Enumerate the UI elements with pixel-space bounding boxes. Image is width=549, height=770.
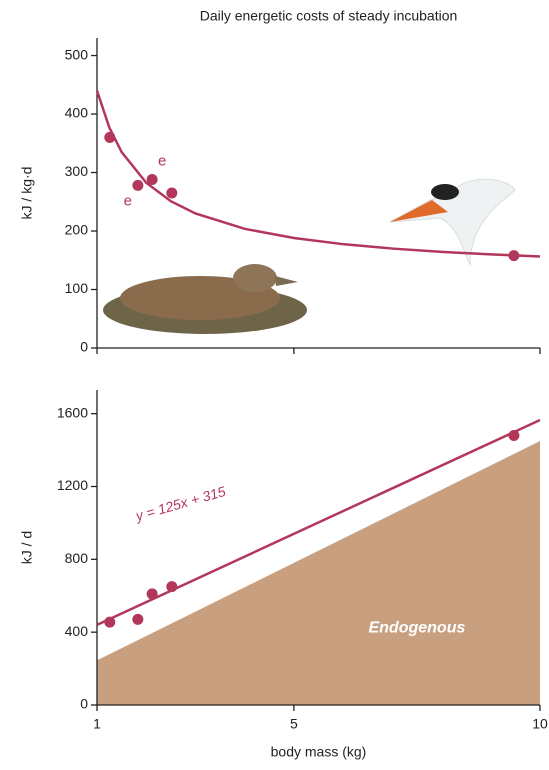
data-point [166, 581, 178, 593]
y-tick-label: 500 [65, 46, 89, 62]
x-tick-label: 10 [532, 716, 548, 732]
eider-illustration [103, 264, 307, 334]
y-tick-label: 400 [65, 105, 89, 121]
data-point [508, 250, 520, 262]
point-label: e [158, 153, 166, 170]
equation: y = 125x + 315 [133, 483, 228, 524]
swan-illustration [389, 178, 516, 266]
x-tick-label: 5 [290, 716, 298, 732]
y-tick-label: 400 [65, 623, 89, 639]
area-label: Endogenous [368, 620, 465, 637]
y-tick-label: 100 [65, 280, 89, 296]
y-tick-label: 0 [80, 696, 88, 712]
data-point [104, 616, 116, 628]
chart-title: Daily energetic costs of steady incubati… [200, 8, 458, 24]
y-tick-label: 1200 [57, 477, 88, 493]
data-point [132, 179, 144, 191]
data-point [104, 131, 116, 143]
point-label: e [124, 192, 132, 209]
x-axis-label: body mass (kg) [271, 744, 367, 760]
y-tick-label: 1600 [57, 404, 88, 420]
data-point [146, 588, 158, 600]
y-tick-label: 800 [65, 550, 89, 566]
data-point [508, 430, 520, 442]
y-tick-label: 0 [80, 339, 88, 355]
fit-line [95, 90, 541, 258]
endogenous-area [97, 440, 540, 705]
y-tick-label: 200 [65, 222, 89, 238]
y-tick-label: 300 [65, 163, 89, 179]
data-point [146, 174, 158, 186]
x-tick-label: 1 [93, 716, 101, 732]
data-point [166, 187, 178, 199]
y-axis-label: kJ / d [19, 531, 35, 564]
data-point [132, 613, 144, 625]
y-axis-label: kJ / kg·d [19, 167, 35, 220]
